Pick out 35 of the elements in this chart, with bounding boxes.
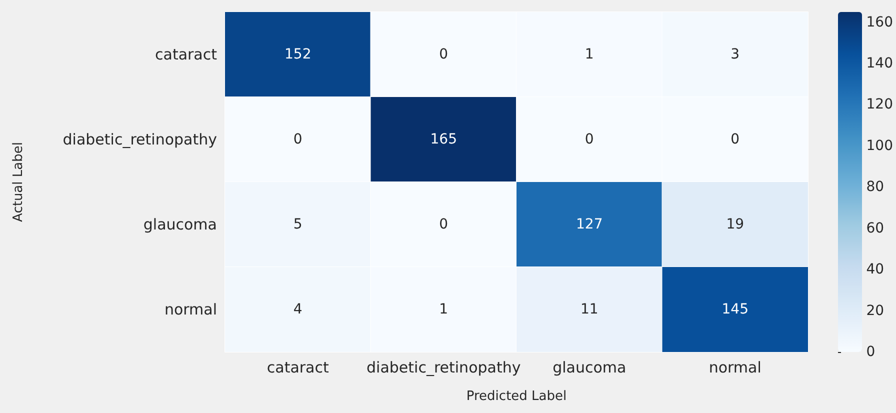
data-label: 145 — [722, 302, 748, 318]
x-axis-title: Predicted Label — [466, 389, 567, 404]
data-label: 0 — [439, 46, 448, 62]
y-tick-label: diabetic_retinopathy — [62, 130, 218, 148]
color-bar-label: 60 — [866, 220, 884, 236]
y-axis-title: Actual Label — [11, 142, 26, 222]
y-tick-label: glaucoma — [143, 216, 217, 234]
data-label: 0 — [730, 132, 740, 148]
y-tick-label: normal — [164, 300, 217, 318]
color-bar-label: 160 — [866, 14, 894, 30]
data-label: 0 — [439, 216, 448, 232]
data-label: 4 — [293, 302, 302, 318]
data-label: 0 — [584, 132, 594, 148]
data-label: 152 — [284, 46, 312, 62]
x-tick-label: normal — [708, 358, 762, 376]
color-bar-label: 40 — [866, 262, 884, 278]
data-label: 127 — [576, 216, 603, 232]
data-label: 0 — [293, 132, 302, 148]
color-bar-label: 20 — [866, 302, 884, 319]
color-bar-label: 100 — [866, 138, 894, 154]
data-label: 19 — [726, 216, 744, 232]
data-label: 5 — [293, 216, 302, 232]
color-bar-label: 140 — [866, 56, 894, 72]
x-tick-label: cataract — [266, 358, 329, 376]
data-label: 1 — [439, 302, 448, 318]
data-label: 1 — [584, 46, 594, 62]
x-tick-label: diabetic_retinopathy — [366, 358, 521, 376]
y-tick-label: cataract — [155, 46, 218, 64]
x-tick-label: glaucoma — [552, 358, 626, 376]
color-bar-label: 0 — [866, 344, 876, 360]
data-label: 165 — [430, 132, 457, 148]
data-label: 11 — [580, 302, 598, 318]
color-bar-label: 120 — [866, 96, 894, 113]
color-bar-label: 80 — [866, 179, 884, 196]
data-label: 3 — [730, 46, 740, 62]
